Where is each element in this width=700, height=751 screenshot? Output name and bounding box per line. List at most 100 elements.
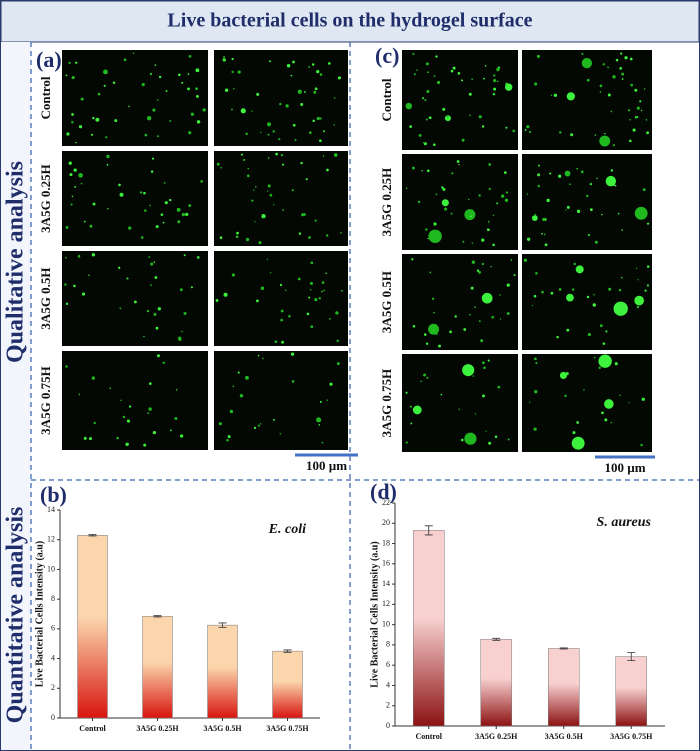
cell xyxy=(586,194,589,198)
cell xyxy=(178,337,182,341)
micrograph xyxy=(62,251,208,346)
cell xyxy=(444,115,451,122)
cell xyxy=(604,132,606,135)
cell xyxy=(103,84,106,87)
cell xyxy=(428,229,442,244)
cell xyxy=(599,84,603,88)
cell xyxy=(614,184,617,187)
cell xyxy=(542,217,546,222)
cell xyxy=(425,118,428,121)
cell xyxy=(280,309,284,313)
cell xyxy=(319,400,322,403)
cell xyxy=(581,52,584,55)
cell xyxy=(340,232,342,234)
cell xyxy=(442,107,446,111)
cell xyxy=(151,157,155,160)
cell xyxy=(69,173,73,177)
cell xyxy=(280,318,284,322)
cell xyxy=(505,126,508,129)
cell xyxy=(157,307,161,311)
cell xyxy=(405,441,408,444)
cell xyxy=(471,78,473,80)
cell xyxy=(423,142,427,146)
panel-label: (a) xyxy=(36,47,62,72)
cell xyxy=(507,438,510,441)
cell xyxy=(279,283,283,287)
bar xyxy=(547,648,580,727)
y-tick-label: 2 xyxy=(51,683,55,692)
cell xyxy=(78,173,83,178)
micrograph xyxy=(62,50,208,146)
cell xyxy=(433,222,437,226)
y-axis-label: Live Bacterial Cells Intensity (a.u) xyxy=(369,541,380,687)
cell xyxy=(64,283,67,286)
cell xyxy=(148,407,152,411)
cell xyxy=(152,108,156,112)
cell xyxy=(587,233,591,237)
cell xyxy=(575,265,584,274)
cell xyxy=(493,78,497,83)
cell xyxy=(474,413,476,415)
cell xyxy=(559,131,562,134)
cell xyxy=(428,323,440,335)
cell xyxy=(461,138,465,142)
cell xyxy=(427,71,429,73)
cell xyxy=(566,92,575,101)
cell xyxy=(420,380,422,383)
cell xyxy=(155,326,159,330)
cell xyxy=(482,394,485,398)
cell xyxy=(241,153,244,156)
series-label: S. aureus xyxy=(597,515,652,530)
cell xyxy=(644,289,647,292)
cell xyxy=(71,76,75,80)
cell xyxy=(65,302,69,306)
cell xyxy=(481,361,485,365)
cell xyxy=(288,314,291,318)
cell xyxy=(176,389,178,391)
cell xyxy=(470,215,472,218)
cell xyxy=(105,136,108,139)
micrograph xyxy=(214,151,348,246)
cell xyxy=(239,394,244,398)
cell xyxy=(431,297,435,300)
cell xyxy=(133,300,137,304)
cell xyxy=(405,391,408,394)
cell xyxy=(643,88,646,90)
cell xyxy=(251,199,254,202)
error-bar xyxy=(627,652,636,662)
cell xyxy=(450,212,453,215)
cell xyxy=(272,130,275,133)
cell xyxy=(75,141,77,144)
y-tick-label: 20 xyxy=(382,518,390,527)
cell xyxy=(409,405,412,408)
error-bar xyxy=(153,615,162,618)
cell xyxy=(281,163,285,166)
cell xyxy=(636,115,639,119)
cell xyxy=(541,232,543,235)
bar xyxy=(272,650,303,719)
cell xyxy=(412,325,416,328)
cell xyxy=(503,171,507,174)
cell xyxy=(599,135,611,147)
cell xyxy=(262,357,264,360)
cell xyxy=(621,229,624,231)
cell xyxy=(257,424,260,427)
cell xyxy=(607,66,609,69)
y-tick-label: 0 xyxy=(51,713,55,722)
cell xyxy=(621,72,625,76)
cell xyxy=(425,342,429,345)
cell xyxy=(285,104,289,108)
cell xyxy=(417,200,421,204)
cell xyxy=(458,408,460,410)
cell xyxy=(333,153,338,157)
cell xyxy=(218,422,222,426)
cell xyxy=(532,304,534,307)
cell xyxy=(90,133,94,136)
cell xyxy=(426,376,429,379)
row-label: 3A5G 0.75H xyxy=(379,369,394,438)
cell xyxy=(449,330,452,334)
cell xyxy=(608,287,612,291)
row-label: 3A5G 0.75H xyxy=(38,366,53,435)
cell xyxy=(413,73,416,76)
cell xyxy=(559,371,567,379)
